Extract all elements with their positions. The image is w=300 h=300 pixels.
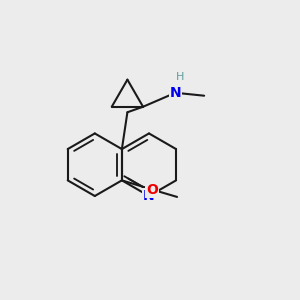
Text: N: N bbox=[143, 189, 155, 203]
Text: N: N bbox=[169, 86, 181, 100]
Text: O: O bbox=[146, 183, 158, 196]
Text: H: H bbox=[176, 72, 184, 82]
